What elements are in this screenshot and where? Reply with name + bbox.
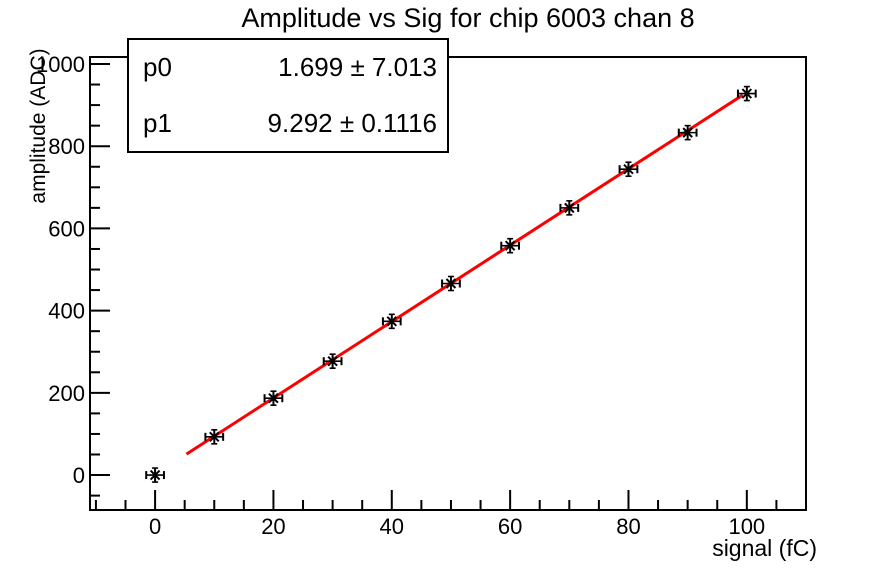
x-tick-label: 0 bbox=[149, 514, 161, 539]
marker-line bbox=[445, 278, 457, 289]
data-point bbox=[204, 429, 225, 445]
marker-line bbox=[682, 127, 693, 138]
stat-param-name-p0: p0 bbox=[143, 52, 172, 83]
stat-param-name-p1: p1 bbox=[143, 107, 172, 138]
marker-line bbox=[209, 431, 220, 443]
x-tick-label: 40 bbox=[380, 514, 404, 539]
chart-title: Amplitude vs Sig for chip 6003 chan 8 bbox=[241, 3, 695, 33]
marker-line bbox=[149, 469, 161, 481]
y-tick-label: 1000 bbox=[36, 52, 85, 77]
y-tick-label: 800 bbox=[48, 134, 85, 159]
y-tick-label: 0 bbox=[73, 463, 85, 488]
fit-line bbox=[185, 93, 744, 456]
y-tick-label: 600 bbox=[48, 216, 85, 241]
x-tick-label: 80 bbox=[616, 514, 640, 539]
data-point bbox=[500, 237, 521, 254]
stat-row: p1 9.292 ± 0.1116 bbox=[129, 108, 447, 139]
x-axis-title: signal (fC) bbox=[712, 535, 817, 561]
stat-param-value-p0: 1.699 ± 7.013 bbox=[278, 52, 437, 83]
marker-line bbox=[741, 88, 753, 99]
stat-row: p0 1.699 ± 7.013 bbox=[129, 52, 447, 83]
data-point bbox=[441, 275, 461, 292]
marker-line bbox=[268, 392, 279, 404]
x-tick-label: 100 bbox=[728, 514, 765, 539]
x-tick-label: 60 bbox=[498, 514, 522, 539]
marker-line bbox=[386, 316, 397, 327]
data-point bbox=[381, 313, 402, 330]
y-tick-label: 200 bbox=[48, 381, 85, 406]
data-point bbox=[677, 124, 698, 141]
marker-line bbox=[504, 240, 516, 251]
x-tick-label: 20 bbox=[261, 514, 285, 539]
y-axis-title: amplitude (ADC) bbox=[27, 48, 50, 204]
marker-line bbox=[564, 202, 575, 214]
data-point bbox=[618, 161, 639, 178]
data-point bbox=[322, 353, 343, 369]
stat-param-value-p1: 9.292 ± 0.1116 bbox=[267, 107, 437, 138]
data-point bbox=[559, 200, 580, 216]
y-tick-label: 400 bbox=[48, 299, 85, 324]
data-point bbox=[145, 467, 165, 483]
data-point bbox=[263, 390, 284, 406]
stats-box: p0 1.699 ± 7.013 p1 9.292 ± 0.1116 bbox=[127, 38, 449, 153]
marker-line bbox=[623, 164, 634, 175]
marker-line bbox=[327, 355, 338, 367]
data-point bbox=[736, 85, 757, 102]
